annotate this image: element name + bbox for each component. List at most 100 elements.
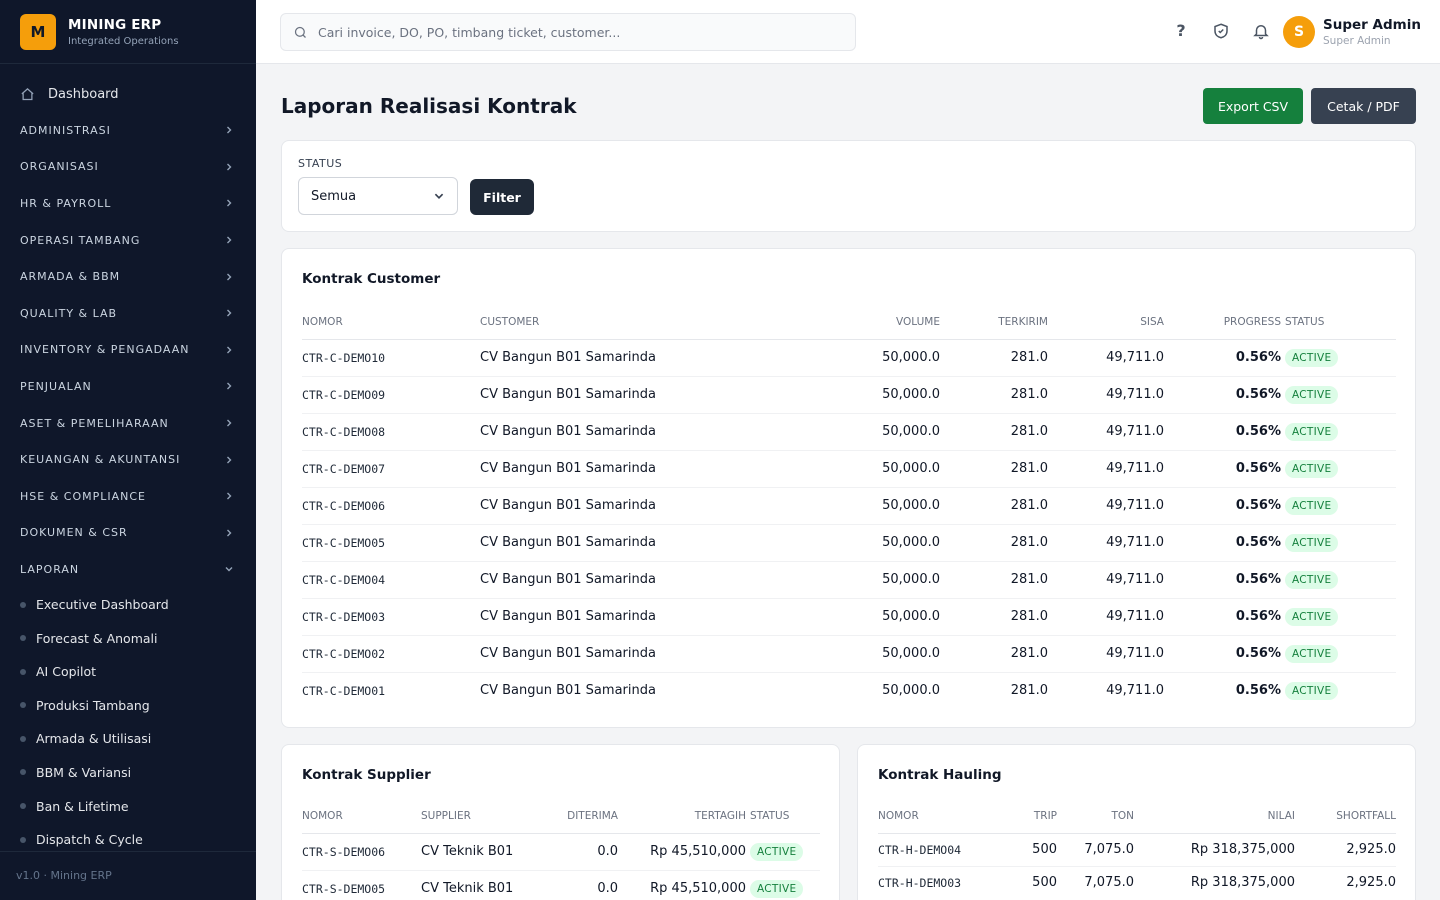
progress-value: 0.56%	[1164, 561, 1281, 599]
volume-value: 50,000.0	[780, 376, 940, 414]
column-header[interactable]: NOMOR	[302, 799, 421, 834]
status-select-value: Semua	[311, 188, 357, 204]
sidebar-subitem[interactable]: Dispatch & Cycle	[0, 823, 256, 857]
table-row[interactable]: CTR-C-DEMO04 CV Bangun B01 Samarinda 50,00…	[302, 561, 1396, 599]
sidebar-subitem[interactable]: Ban & Lifetime	[0, 789, 256, 823]
progress-value: 0.56%	[1164, 635, 1281, 673]
trip-value: 500	[998, 833, 1057, 867]
sidebar-group-label: ADMINISTRASI	[20, 123, 111, 137]
sidebar-nav: Dashboard ADMINISTRASI ORGANISASI HR & PAY…	[0, 64, 256, 856]
bell-icon[interactable]	[1252, 22, 1270, 40]
sidebar-item-dashboard[interactable]: Dashboard	[0, 76, 256, 112]
progress-value: 0.56%	[1164, 450, 1281, 488]
status-cell: ACTIVE	[1281, 487, 1396, 525]
export-csv-button[interactable]: Export CSV	[1203, 88, 1303, 124]
sidebar-group-laporan[interactable]: LAPORAN	[0, 551, 256, 588]
table-row[interactable]: CTR-C-DEMO08 CV Bangun B01 Samarinda 50,00…	[302, 413, 1396, 451]
sidebar-subitem[interactable]: Executive Dashboard	[0, 588, 256, 622]
table-row[interactable]: CTR-S-DEMO05 CV Teknik B01 0.0 Rp 45,510,00…	[302, 870, 820, 900]
brand[interactable]: M MINING ERP Integrated Operations	[0, 0, 256, 64]
chevron-right-icon	[227, 382, 232, 390]
sidebar-group[interactable]: OPERASI TAMBANG	[0, 222, 256, 259]
contract-number: CTR-C-DEMO07	[302, 450, 480, 488]
shortfall-value: 2,925.0	[1346, 875, 1396, 891]
chevron-right-icon	[227, 346, 232, 354]
column-header[interactable]: SUPPLIER	[421, 799, 541, 834]
column-header[interactable]: NILAI	[1134, 799, 1295, 834]
column-header[interactable]: TERTAGIH	[618, 799, 746, 834]
filter-card: STATUS Semua Filter	[281, 140, 1416, 232]
table-row[interactable]: CTR-C-DEMO10 CV Bangun B01 Samarinda 50,00…	[302, 339, 1396, 377]
sidebar-group[interactable]: PENJUALAN	[0, 368, 256, 405]
delivered-value: 281.0	[940, 524, 1048, 562]
chevron-right-icon	[227, 163, 232, 171]
table-row[interactable]: CTR-C-DEMO05 CV Bangun B01 Samarinda 50,00…	[302, 524, 1396, 562]
sidebar-group[interactable]: ADMINISTRASI	[0, 112, 256, 149]
chevron-right-icon	[227, 492, 232, 500]
column-header[interactable]: STATUS	[1281, 305, 1396, 340]
sidebar-group[interactable]: KEUANGAN & AKUNTANSI	[0, 441, 256, 478]
status-badge: ACTIVE	[1285, 681, 1339, 700]
column-header[interactable]: TON	[1057, 799, 1134, 834]
chevron-down-icon	[225, 567, 233, 572]
column-header[interactable]: SISA	[1048, 305, 1164, 340]
column-header[interactable]: NOMOR	[878, 799, 998, 834]
sidebar-group[interactable]: QUALITY & LAB	[0, 295, 256, 332]
sidebar-group-label: HR & PAYROLL	[20, 196, 112, 210]
supplier-contracts-table: NOMOR SUPPLIER DITERIMA TERTAGIH STATUS …	[302, 799, 820, 900]
sidebar-group[interactable]: ORGANISASI	[0, 149, 256, 186]
column-header[interactable]: VOLUME	[780, 305, 940, 340]
table-row[interactable]: CTR-S-DEMO06 CV Teknik B01 0.0 Rp 45,510,00…	[302, 833, 820, 871]
table-row[interactable]: CTR-C-DEMO03 CV Bangun B01 Samarinda 50,00…	[302, 598, 1396, 636]
table-row[interactable]: CTR-C-DEMO06 CV Bangun B01 Samarinda 50,00…	[302, 487, 1396, 525]
table-row[interactable]: CTR-C-DEMO09 CV Bangun B01 Samarinda 50,00…	[302, 376, 1396, 414]
sidebar-group[interactable]: ARMADA & BBM	[0, 258, 256, 295]
avatar[interactable]: S	[1283, 16, 1315, 48]
table-row[interactable]: CTR-C-DEMO07 CV Bangun B01 Samarinda 50,00…	[302, 450, 1396, 488]
user-menu[interactable]: Super Admin Super Admin	[1323, 17, 1421, 47]
status-select[interactable]: Semua	[298, 177, 458, 215]
sidebar-subitem[interactable]: Forecast & Anomali	[0, 621, 256, 655]
column-header[interactable]: SHORTFALL	[1295, 799, 1396, 834]
column-header[interactable]: TRIP	[998, 799, 1057, 834]
column-header[interactable]: STATUS	[746, 799, 820, 834]
column-header[interactable]: DITERIMA	[541, 799, 618, 834]
sidebar-group[interactable]: HSE & COMPLIANCE	[0, 478, 256, 515]
column-header[interactable]: CUSTOMER	[480, 305, 780, 340]
supplier-name: CV Teknik B01	[421, 881, 514, 897]
chevron-right-icon	[227, 529, 232, 537]
delivered-value: 281.0	[940, 413, 1048, 451]
search-input[interactable]	[318, 24, 838, 40]
search-box[interactable]	[280, 13, 856, 51]
print-pdf-button[interactable]: Cetak / PDF	[1311, 88, 1416, 124]
volume-value: 50,000.0	[780, 339, 940, 377]
table-row[interactable]: CTR-H-DEMO03 500 7,075.0 Rp 318,375,000 2,92…	[878, 866, 1396, 899]
table-row[interactable]: CTR-H-DEMO04 500 7,075.0 Rp 318,375,000 2,92…	[878, 833, 1396, 867]
sidebar-group[interactable]: ASET & PEMELIHARAAN	[0, 405, 256, 442]
volume-value: 50,000.0	[780, 561, 940, 599]
delivered-value: 281.0	[1010, 683, 1048, 699]
shield-check-icon[interactable]	[1212, 22, 1230, 40]
sidebar-group[interactable]: DOKUMEN & CSR	[0, 515, 256, 552]
table-row[interactable]: CTR-C-DEMO02 CV Bangun B01 Samarinda 50,00…	[302, 635, 1396, 673]
volume-value: 50,000.0	[780, 487, 940, 525]
column-header[interactable]: TERKIRIM	[940, 305, 1048, 340]
column-header[interactable]: NOMOR	[302, 305, 480, 340]
filter-button[interactable]: Filter	[470, 179, 534, 215]
remaining-value: 49,711.0	[1048, 598, 1164, 636]
help-icon[interactable]: ?	[1176, 21, 1186, 40]
sidebar-subitem-label: Armada & Utilisasi	[36, 731, 152, 747]
shortfall-value: 2,925.0	[1295, 833, 1396, 867]
sidebar-group[interactable]: INVENTORY & PENGADAAN	[0, 332, 256, 369]
remaining-value: 49,711.0	[1106, 683, 1164, 699]
status-cell: ACTIVE	[1281, 561, 1396, 599]
sidebar-subitem[interactable]: BBM & Variansi	[0, 756, 256, 790]
sidebar-subitem[interactable]: Armada & Utilisasi	[0, 722, 256, 756]
status-cell: ACTIVE	[1281, 450, 1396, 488]
column-header[interactable]: PROGRESS	[1164, 305, 1281, 340]
sidebar-subitem[interactable]: AI Copilot	[0, 655, 256, 689]
sidebar-group[interactable]: HR & PAYROLL	[0, 185, 256, 222]
table-row[interactable]: CTR-C-DEMO01 CV Bangun B01 Samarinda 50,00…	[302, 672, 1396, 709]
progress-value: 0.56%	[1164, 413, 1281, 451]
sidebar-subitem[interactable]: Produksi Tambang	[0, 689, 256, 723]
